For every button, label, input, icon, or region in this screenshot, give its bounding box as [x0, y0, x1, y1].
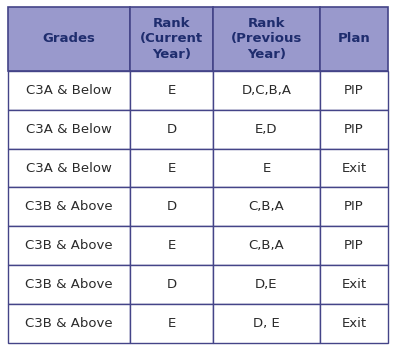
Bar: [320, 226, 388, 265]
Bar: [129, 7, 213, 71]
Text: C,B,A: C,B,A: [249, 201, 284, 214]
Text: D: D: [166, 201, 177, 214]
Text: C,B,A: C,B,A: [249, 239, 284, 252]
Text: D,E: D,E: [255, 278, 278, 291]
Bar: [320, 188, 388, 226]
Bar: [320, 7, 388, 71]
Bar: [320, 149, 388, 188]
Text: C3B & Above: C3B & Above: [25, 201, 112, 214]
Bar: [213, 265, 320, 304]
Text: PIP: PIP: [344, 84, 364, 97]
Text: C3B & Above: C3B & Above: [25, 239, 112, 252]
Text: D: D: [166, 122, 177, 136]
Bar: [129, 304, 213, 343]
Text: D,C,B,A: D,C,B,A: [242, 84, 291, 97]
Bar: [213, 149, 320, 188]
Bar: [8, 149, 129, 188]
Bar: [320, 71, 388, 110]
Text: Plan: Plan: [337, 33, 370, 46]
Bar: [320, 110, 388, 149]
Text: E: E: [167, 84, 175, 97]
Bar: [320, 265, 388, 304]
Text: Exit: Exit: [341, 317, 366, 330]
Bar: [129, 149, 213, 188]
Text: C3A & Below: C3A & Below: [26, 162, 112, 175]
Bar: [8, 110, 129, 149]
Bar: [320, 304, 388, 343]
Text: Rank
(Previous
Year): Rank (Previous Year): [231, 17, 302, 61]
Bar: [129, 71, 213, 110]
Bar: [213, 188, 320, 226]
Bar: [213, 71, 320, 110]
Bar: [129, 110, 213, 149]
Text: E: E: [167, 239, 175, 252]
Bar: [129, 188, 213, 226]
Text: C3B & Above: C3B & Above: [25, 278, 112, 291]
Text: D: D: [166, 278, 177, 291]
Bar: [8, 7, 129, 71]
Bar: [8, 188, 129, 226]
Text: Exit: Exit: [341, 278, 366, 291]
Bar: [129, 265, 213, 304]
Text: Rank
(Current
Year): Rank (Current Year): [140, 17, 203, 61]
Text: C3A & Below: C3A & Below: [26, 84, 112, 97]
Text: E: E: [262, 162, 270, 175]
Bar: [213, 7, 320, 71]
Bar: [8, 304, 129, 343]
Bar: [8, 226, 129, 265]
Text: E,D: E,D: [255, 122, 278, 136]
Text: PIP: PIP: [344, 122, 364, 136]
Bar: [213, 110, 320, 149]
Bar: [8, 265, 129, 304]
Bar: [8, 71, 129, 110]
Text: Grades: Grades: [42, 33, 95, 46]
Text: Exit: Exit: [341, 162, 366, 175]
Text: PIP: PIP: [344, 201, 364, 214]
Text: C3B & Above: C3B & Above: [25, 317, 112, 330]
Text: PIP: PIP: [344, 239, 364, 252]
Bar: [213, 304, 320, 343]
Text: D, E: D, E: [253, 317, 280, 330]
Text: C3A & Below: C3A & Below: [26, 122, 112, 136]
Text: E: E: [167, 162, 175, 175]
Bar: [129, 226, 213, 265]
Text: E: E: [167, 317, 175, 330]
Bar: [213, 226, 320, 265]
